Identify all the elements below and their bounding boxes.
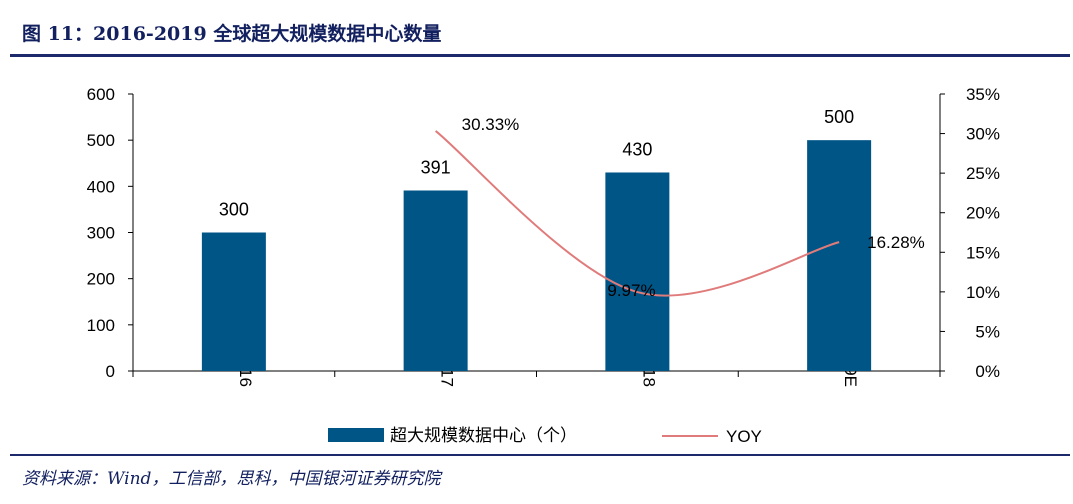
bar-2017 xyxy=(403,190,468,371)
bar-2019E xyxy=(807,140,872,371)
right-y-tick-label: 0% xyxy=(975,362,1000,381)
source-divider xyxy=(10,454,1070,456)
figure-title: 图 11：2016-2019 全球超大规模数据中心数量 xyxy=(22,23,442,45)
legend-label-bar: 超大规模数据中心（个） xyxy=(390,426,577,445)
left-y-tick-label: 200 xyxy=(87,270,115,289)
right-y-tick-label: 5% xyxy=(975,322,1000,341)
source-note: 资料来源：Wind，工信部，思科，中国银河证券研究院 xyxy=(22,469,441,489)
left-y-tick-label: 100 xyxy=(87,316,115,335)
left-y-tick-label: 500 xyxy=(87,131,115,150)
bar-value-label: 500 xyxy=(824,107,854,127)
bar-2016 xyxy=(201,232,266,371)
left-y-tick-label: 600 xyxy=(87,85,115,104)
right-y-tick-label: 25% xyxy=(966,164,1000,183)
bar-value-label: 391 xyxy=(421,157,451,177)
left-y-tick-label: 0 xyxy=(106,362,115,381)
bar-2018 xyxy=(605,172,670,371)
right-y-tick-label: 10% xyxy=(966,283,1000,302)
yoy-line xyxy=(435,130,840,297)
left-y-tick-label: 300 xyxy=(87,224,115,243)
right-y-tick-label: 35% xyxy=(966,85,1000,104)
legend-swatch-bar xyxy=(328,428,384,442)
right-y-tick-label: 15% xyxy=(966,243,1000,262)
yoy-value-label: 9.97% xyxy=(607,281,655,300)
bar-value-label: 300 xyxy=(219,200,249,220)
title-divider xyxy=(10,54,1070,57)
bar-value-label: 430 xyxy=(622,139,652,159)
left-y-tick-label: 400 xyxy=(87,177,115,196)
right-y-tick-label: 30% xyxy=(966,125,1000,144)
legend-label-yoy: YOY xyxy=(726,427,762,446)
yoy-value-label: 16.28% xyxy=(867,233,925,252)
yoy-value-label: 30.33% xyxy=(462,115,520,134)
right-y-tick-label: 20% xyxy=(966,204,1000,223)
